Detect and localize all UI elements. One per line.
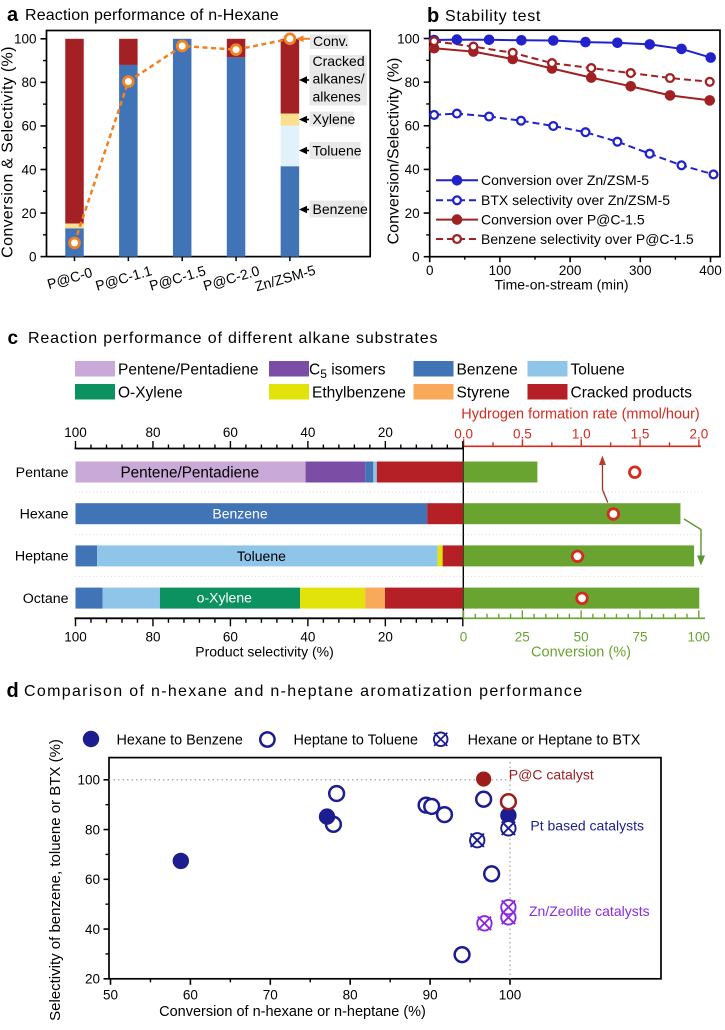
svg-text:80: 80 [21, 75, 36, 90]
svg-text:100: 100 [397, 31, 420, 46]
svg-text:40: 40 [300, 630, 315, 645]
svg-text:Conversion (%): Conversion (%) [531, 645, 631, 661]
svg-text:100: 100 [77, 773, 100, 788]
svg-text:Conversion over P@C-1.5: Conversion over P@C-1.5 [481, 212, 645, 228]
svg-text:P@C catalyst: P@C catalyst [509, 766, 594, 782]
svg-text:BTX selectivity over Zn/ZSM-5: BTX selectivity over Zn/ZSM-5 [481, 192, 670, 208]
svg-text:Toluene: Toluene [313, 142, 362, 158]
svg-text:Xylene: Xylene [313, 111, 356, 127]
svg-text:Stability test: Stability test [445, 8, 541, 25]
svg-text:Toluene: Toluene [571, 362, 625, 379]
svg-text:400: 400 [699, 263, 722, 278]
svg-text:25: 25 [515, 630, 530, 645]
svg-text:0: 0 [426, 263, 434, 278]
svg-text:60: 60 [85, 872, 100, 887]
svg-text:Heptane: Heptane [15, 549, 69, 565]
svg-text:Zn/Zeolite catalysts: Zn/Zeolite catalysts [529, 903, 650, 919]
svg-text:Comparison of n-hexane and n-h: Comparison of n-hexane and n-heptane aro… [24, 683, 583, 700]
svg-text:90: 90 [423, 987, 438, 1002]
svg-text:20: 20 [378, 630, 393, 645]
svg-text:200: 200 [559, 263, 582, 278]
svg-text:60: 60 [223, 630, 238, 645]
svg-text:a: a [7, 4, 19, 26]
svg-text:80: 80 [405, 75, 420, 90]
svg-text:80: 80 [85, 822, 100, 837]
svg-text:Selectivity of benzene, toluen: Selectivity of benzene, toluene or BTX (… [47, 739, 64, 1021]
svg-text:40: 40 [21, 162, 36, 177]
svg-text:Hydrogen formation rate (mmol/: Hydrogen formation rate (mmol/hour) [461, 406, 700, 422]
svg-text:1.0: 1.0 [572, 427, 591, 442]
svg-text:Conv.: Conv. [313, 33, 349, 49]
svg-text:alkanes/: alkanes/ [313, 71, 365, 87]
svg-text:Product selectivity (%): Product selectivity (%) [195, 644, 333, 660]
svg-text:0: 0 [460, 630, 468, 645]
svg-text:0.0: 0.0 [454, 427, 473, 442]
svg-text:Ethylbenzene: Ethylbenzene [312, 385, 406, 402]
svg-text:40: 40 [85, 922, 100, 937]
svg-text:Pentane: Pentane [16, 465, 69, 481]
svg-text:60: 60 [183, 987, 198, 1002]
svg-text:20: 20 [378, 425, 393, 440]
svg-text:Conversion & Selectivity (%): Conversion & Selectivity (%) [0, 46, 17, 258]
svg-text:20: 20 [85, 972, 100, 987]
svg-text:60: 60 [223, 425, 238, 440]
svg-text:Benzene: Benzene [212, 505, 267, 521]
svg-text:O-Xylene: O-Xylene [118, 385, 183, 402]
svg-text:Cracked products: Cracked products [571, 385, 693, 402]
svg-text:Conversion of n-hexane or n-he: Conversion of n-hexane or n-heptane (%) [159, 1004, 426, 1020]
svg-text:Reaction performance of differ: Reaction performance of different alkane… [28, 330, 438, 347]
svg-text:60: 60 [21, 119, 36, 134]
svg-text:80: 80 [343, 987, 358, 1002]
svg-text:80: 80 [145, 630, 160, 645]
svg-text:60: 60 [405, 119, 420, 134]
svg-text:Heptane to Toluene: Heptane to Toluene [294, 732, 419, 748]
svg-text:50: 50 [103, 987, 118, 1002]
svg-text:Time-on-stream (min): Time-on-stream (min) [494, 277, 628, 293]
svg-text:Benzene: Benzene [313, 201, 368, 217]
svg-text:o-Xylene: o-Xylene [197, 590, 252, 606]
svg-text:Cracked: Cracked [313, 53, 365, 69]
svg-text:C5 isomers: C5 isomers [309, 362, 386, 382]
svg-text:100: 100 [489, 263, 512, 278]
svg-text:Hexane: Hexane [20, 507, 69, 523]
svg-text:100: 100 [499, 987, 522, 1002]
svg-text:Hexane or Heptane to BTX: Hexane or Heptane to BTX [468, 732, 641, 748]
svg-text:Hexane to Benzene: Hexane to Benzene [117, 732, 243, 748]
svg-text:Octane: Octane [23, 591, 69, 607]
svg-text:Pt based catalysts: Pt based catalysts [530, 818, 644, 834]
svg-text:100: 100 [688, 630, 711, 645]
svg-text:50: 50 [574, 630, 589, 645]
svg-text:80: 80 [145, 425, 160, 440]
svg-text:c: c [8, 328, 19, 349]
svg-text:70: 70 [263, 987, 278, 1002]
svg-text:100: 100 [14, 32, 37, 47]
svg-text:100: 100 [64, 425, 87, 440]
svg-text:100: 100 [64, 630, 87, 645]
svg-text:Pentene/Pentadiene: Pentene/Pentadiene [120, 464, 259, 481]
svg-text:d: d [7, 680, 19, 702]
svg-text:75: 75 [632, 630, 647, 645]
svg-text:0.5: 0.5 [513, 427, 532, 442]
svg-text:300: 300 [629, 263, 652, 278]
svg-text:Pentene/Pentadiene: Pentene/Pentadiene [118, 362, 258, 379]
svg-text:Conversion over Zn/ZSM-5: Conversion over Zn/ZSM-5 [481, 172, 649, 188]
svg-text:Benzene: Benzene [457, 362, 518, 379]
svg-text:1.5: 1.5 [631, 427, 650, 442]
svg-text:Reaction performance of n-Hexa: Reaction performance of n-Hexane [25, 7, 279, 24]
svg-text:20: 20 [405, 206, 420, 221]
svg-text:20: 20 [21, 206, 36, 221]
svg-text:40: 40 [300, 425, 315, 440]
svg-text:Benzene selectivity over P@C-1: Benzene selectivity over P@C-1.5 [481, 231, 694, 247]
svg-text:alkenes: alkenes [313, 88, 361, 104]
svg-text:Toluene: Toluene [237, 548, 286, 564]
svg-text:Conversion/Selectivity (%): Conversion/Selectivity (%) [386, 58, 403, 245]
svg-text:0: 0 [412, 250, 420, 265]
svg-text:Styrene: Styrene [457, 385, 510, 402]
svg-text:0: 0 [29, 249, 37, 264]
svg-text:40: 40 [405, 162, 420, 177]
svg-text:b: b [427, 5, 439, 27]
svg-text:2.0: 2.0 [690, 427, 709, 442]
